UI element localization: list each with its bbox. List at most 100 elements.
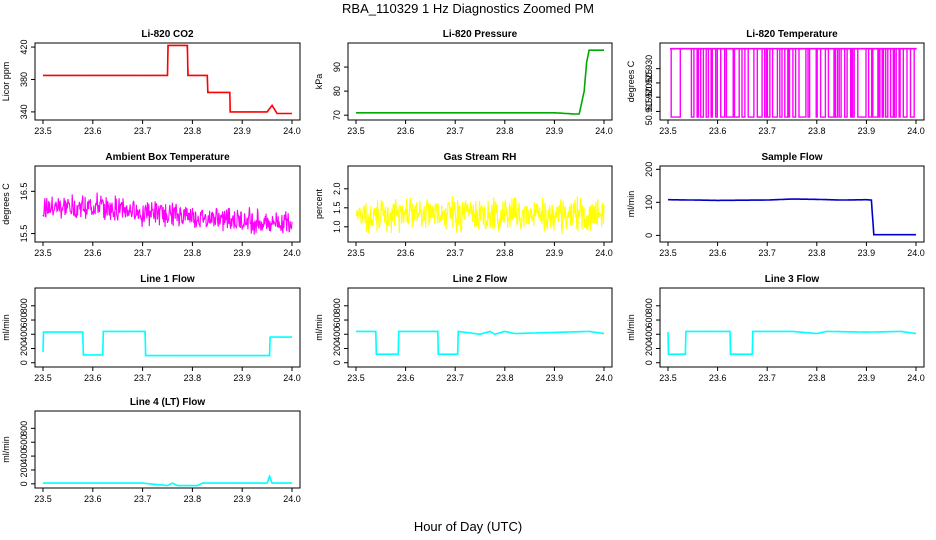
x-tick-label: 23.7 (446, 248, 464, 258)
panel-title: Line 2 Flow (453, 274, 508, 285)
y-tick-label: 400 (644, 327, 654, 342)
x-tick-label: 23.6 (84, 126, 102, 136)
y-tick-label: 50.920 (644, 83, 654, 111)
y-axis-label: ml/min (626, 314, 636, 341)
x-tick-label: 23.5 (347, 248, 365, 258)
y-tick-label: 400 (19, 449, 29, 464)
x-tick-label: 23.8 (496, 373, 514, 383)
plot-area (355, 195, 605, 235)
y-axis-label: percent (314, 188, 324, 219)
x-tick-label: 23.7 (758, 248, 776, 258)
x-tick-label: 23.7 (134, 248, 152, 258)
y-axis-label: ml/min (314, 314, 324, 341)
y-tick-label: 0 (644, 233, 654, 238)
x-tick-label: 23.8 (184, 126, 202, 136)
x-tick-label: 24.0 (595, 248, 613, 258)
x-tick-label: 23.7 (758, 373, 776, 383)
chart-panel: Li-820 Temperature degrees C 23.5 23.6 23.7 2… (626, 29, 925, 136)
x-tick-label: 24.0 (907, 373, 925, 383)
y-tick-label: 16.5 (19, 183, 29, 201)
y-axis-label: degrees C (626, 60, 636, 102)
x-tick-label: 23.5 (34, 126, 52, 136)
x-tick-label: 23.5 (34, 248, 52, 258)
y-tick-label: 200 (332, 341, 342, 356)
x-tick-label: 23.7 (134, 494, 152, 504)
x-tick-label: 23.5 (659, 248, 677, 258)
y-tick-label: 380 (19, 72, 29, 87)
series-noise (667, 330, 917, 355)
figure-title: RBA_110329 1 Hz Diagnostics Zoomed PM (342, 1, 594, 16)
x-tick-label: 23.5 (34, 373, 52, 383)
y-tick-label: 0 (332, 360, 342, 365)
x-tick-label: 23.8 (184, 494, 202, 504)
y-tick-label: 200 (644, 162, 654, 177)
plot-frame (347, 165, 613, 243)
y-axis-label: kPa (314, 74, 324, 90)
x-tick-label: 24.0 (283, 126, 301, 136)
x-tick-label: 23.9 (546, 126, 564, 136)
panel-title: Li-820 CO2 (141, 29, 194, 40)
plot-frame (347, 287, 613, 368)
x-tick-label: 23.9 (546, 248, 564, 258)
x-tick-label: 23.6 (397, 373, 415, 383)
panel-title: Line 4 (LT) Flow (130, 397, 206, 408)
plot-frame (659, 165, 925, 243)
y-tick-label: 100 (644, 195, 654, 210)
y-tick-label: 0 (19, 481, 29, 486)
plot-frame (34, 165, 301, 243)
series-noise (355, 49, 605, 115)
x-tick-label: 23.5 (659, 126, 677, 136)
x-tick-label: 23.7 (134, 126, 152, 136)
x-tick-label: 23.8 (808, 248, 826, 258)
y-tick-label: 200 (19, 462, 29, 477)
x-tick-label: 24.0 (283, 373, 301, 383)
panel-title: Ambient Box Temperature (105, 152, 230, 163)
x-tick-label: 24.0 (595, 373, 613, 383)
series-line (43, 44, 292, 115)
series-noise (42, 476, 293, 487)
series-line (670, 48, 917, 118)
y-tick-label: 50.925 (644, 69, 654, 97)
chart-panel: Line 2 Flow ml/min 23.5 23.6 23.7 23.8 23.9 24.… (314, 274, 613, 383)
chart-panel: Li-820 CO2 Licor ppm 23.5 23.6 23.7 23.8 23.9 2… (1, 29, 301, 136)
x-tick-label: 23.8 (184, 373, 202, 383)
panel-title: Gas Stream RH (444, 152, 517, 163)
x-tick-label: 23.5 (34, 494, 52, 504)
y-tick-label: 0 (644, 360, 654, 365)
plot-area (42, 330, 292, 357)
series-line (355, 195, 605, 235)
y-tick-label: 800 (644, 298, 654, 313)
x-tick-label: 23.9 (858, 248, 876, 258)
series-noise (355, 330, 605, 355)
plot-area (667, 198, 917, 236)
x-tick-label: 24.0 (283, 494, 301, 504)
y-axis-label: Licor ppm (1, 62, 11, 102)
x-tick-label: 23.9 (233, 373, 251, 383)
y-tick-label: 2.0 (332, 183, 342, 196)
panel-title: Li-820 Pressure (443, 29, 518, 40)
y-axis-label: degrees C (1, 183, 11, 225)
x-tick-label: 23.9 (858, 126, 876, 136)
panel-title: Line 3 Flow (765, 274, 820, 285)
series-line (356, 330, 605, 356)
y-tick-label: 50.915 (644, 98, 654, 126)
x-tick-label: 23.6 (397, 126, 415, 136)
y-tick-label: 600 (19, 313, 29, 328)
y-tick-label: 0 (19, 360, 29, 365)
x-tick-label: 24.0 (283, 248, 301, 258)
y-tick-label: 800 (19, 421, 29, 436)
x-tick-label: 23.6 (84, 373, 102, 383)
chart-panel: Line 3 Flow ml/min 23.5 23.6 23.7 23.8 23.9 24.… (626, 274, 925, 383)
y-axis-label: ml/min (1, 436, 11, 463)
x-tick-label: 23.6 (84, 494, 102, 504)
chart-panel: Line 4 (LT) Flow ml/min 23.5 23.6 23.7 23.8 23… (1, 397, 301, 504)
y-tick-label: 420 (19, 40, 29, 55)
y-tick-label: 50.930 (644, 55, 654, 83)
chart-panel: Sample Flow ml/min 23.5 23.6 23.7 23.8 23.9 24.… (626, 152, 925, 258)
chart-panel: Ambient Box Temperature degrees C 23.5 23.6… (1, 152, 301, 258)
y-axis-label: ml/min (1, 314, 11, 341)
y-tick-label: 600 (19, 435, 29, 450)
plot-area (355, 330, 605, 356)
series-noise (42, 330, 292, 357)
x-tick-label: 23.8 (808, 373, 826, 383)
